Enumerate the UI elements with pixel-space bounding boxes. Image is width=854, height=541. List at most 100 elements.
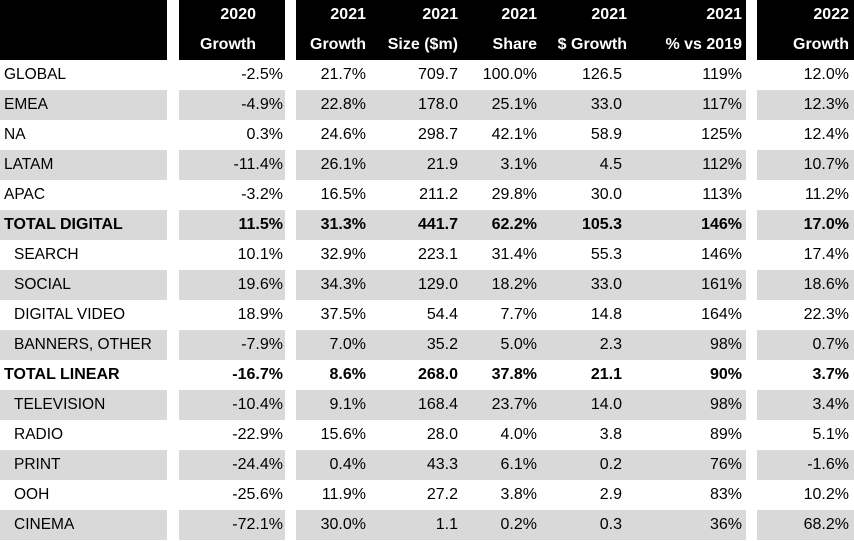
- row-shade: [296, 510, 746, 540]
- header-year: 2022: [813, 6, 849, 23]
- table-cell: 22.8%: [320, 96, 366, 113]
- row-shade: [296, 390, 746, 420]
- table-cell: 36%: [709, 516, 742, 533]
- row-shade: [757, 510, 854, 540]
- table-cell: 34.3%: [320, 276, 366, 293]
- table-cell: 43.3: [426, 456, 458, 473]
- table-cell: 27.2: [426, 486, 458, 503]
- table-cell: 178.0: [417, 96, 458, 113]
- table-cell: 3.8%: [500, 486, 537, 503]
- row-shade: [179, 330, 285, 360]
- table-cell: 105.3: [581, 216, 622, 233]
- table-cell: 129.0: [417, 276, 458, 293]
- row-shade: [757, 90, 854, 120]
- table-cell: 3.4%: [812, 396, 849, 413]
- row-label: TOTAL DIGITAL: [4, 216, 123, 233]
- table-cell: 3.8: [599, 426, 622, 443]
- table-cell: 11.5%: [238, 216, 283, 233]
- table-cell: 68.2%: [803, 516, 849, 533]
- table-cell: 709.7: [417, 66, 458, 83]
- table-cell: 0.4%: [329, 456, 366, 473]
- table-cell: 112%: [702, 156, 742, 173]
- row-shade: [0, 450, 167, 480]
- table-cell: 113%: [702, 186, 742, 203]
- row-shade: [757, 390, 854, 420]
- table-cell: 4.5: [599, 156, 622, 173]
- table-cell: -2.5%: [241, 66, 283, 83]
- row-shade: [0, 210, 167, 240]
- table-cell: -11.4%: [233, 156, 283, 173]
- table-cell: 2.3: [599, 336, 622, 353]
- row-shade: [296, 90, 746, 120]
- row-shade: [0, 390, 167, 420]
- table-cell: 117%: [702, 96, 742, 113]
- table-cell: 0.3: [599, 516, 622, 533]
- table-cell: 18.2%: [491, 276, 537, 293]
- table-cell: 146%: [701, 246, 742, 263]
- table-cell: 1.1: [435, 516, 458, 533]
- table-cell: 441.7: [417, 216, 458, 233]
- table-cell: 25.1%: [491, 96, 537, 113]
- table-cell: 7.7%: [500, 306, 537, 323]
- row-shade: [296, 450, 746, 480]
- header-block: [296, 0, 746, 60]
- table-cell: 5.1%: [812, 426, 849, 443]
- table-cell: 7.0%: [329, 336, 366, 353]
- table-cell: 10.7%: [803, 156, 849, 173]
- row-shade: [0, 150, 167, 180]
- table-cell: 30.0%: [320, 516, 366, 533]
- table-cell: 22.3%: [803, 306, 849, 323]
- row-label: PRINT: [14, 456, 61, 473]
- table-cell: 11.2%: [804, 186, 849, 203]
- row-shade: [757, 150, 854, 180]
- table-cell: 100.0%: [482, 66, 537, 83]
- table-cell: 10.2%: [803, 486, 849, 503]
- table-cell: 4.0%: [500, 426, 537, 443]
- table-cell: 298.7: [417, 126, 458, 143]
- row-shade: [0, 330, 167, 360]
- table-cell: 31.3%: [320, 216, 366, 233]
- row-shade: [179, 450, 285, 480]
- table-cell: 26.1%: [320, 156, 366, 173]
- row-shade: [296, 270, 746, 300]
- table-cell: 3.7%: [812, 366, 849, 383]
- row-shade: [0, 510, 167, 540]
- row-shade: [179, 150, 285, 180]
- row-shade: [296, 330, 746, 360]
- table-cell: 21.1: [590, 366, 622, 383]
- header-label: Growth: [793, 36, 849, 53]
- row-label: RADIO: [14, 426, 64, 443]
- table-cell: 119%: [702, 66, 742, 83]
- table-cell: 42.1%: [491, 126, 537, 143]
- row-shade: [179, 210, 285, 240]
- table-cell: 12.4%: [803, 126, 849, 143]
- header-year: 2021: [330, 6, 366, 23]
- table-cell: 98%: [709, 336, 742, 353]
- row-label: CINEMA: [14, 516, 75, 533]
- header-label: $ Growth: [557, 36, 627, 53]
- table-cell: 55.3: [590, 246, 622, 263]
- row-label: GLOBAL: [4, 66, 67, 83]
- table-cell: 16.5%: [320, 186, 366, 203]
- row-label: EMEA: [4, 96, 48, 113]
- table-cell: 125%: [701, 126, 742, 143]
- table-cell: 223.1: [417, 246, 458, 263]
- table-cell: 14.8: [590, 306, 622, 323]
- row-shade: [179, 390, 285, 420]
- row-shade: [179, 270, 285, 300]
- header-year: 2021: [706, 6, 742, 23]
- table-cell: 89%: [709, 426, 742, 443]
- row-shade: [179, 510, 285, 540]
- table-cell: -25.6%: [232, 486, 283, 503]
- header-label: Growth: [200, 36, 256, 53]
- table-cell: 10.1%: [237, 246, 283, 263]
- header-label: Size ($m): [387, 36, 458, 53]
- table-cell: 12.0%: [803, 66, 849, 83]
- table-cell: 164%: [701, 306, 742, 323]
- table-cell: 168.4: [417, 396, 458, 413]
- table-cell: 9.1%: [329, 396, 366, 413]
- table-cell: 15.6%: [320, 426, 366, 443]
- table-cell: -72.1%: [232, 516, 283, 533]
- row-label: SEARCH: [14, 246, 79, 263]
